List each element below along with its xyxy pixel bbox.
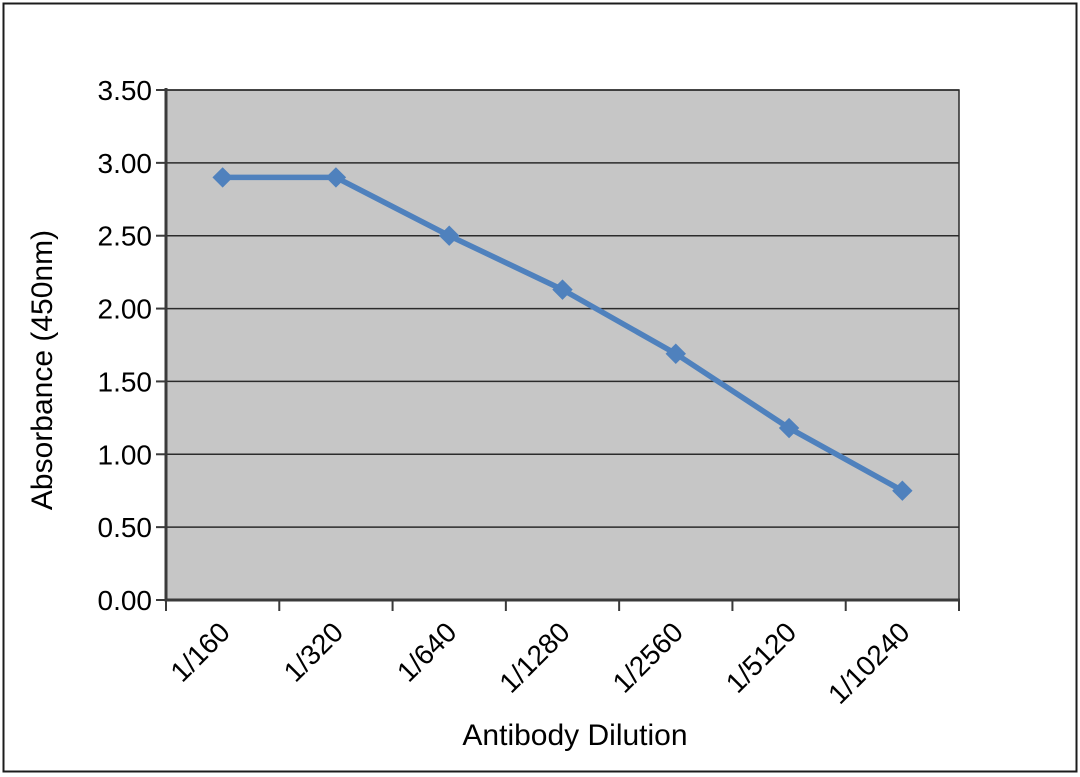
x-tick-label: 1/320	[278, 616, 349, 687]
series-group	[212, 167, 913, 501]
data-point	[212, 167, 233, 188]
y-tick-label: 0.00	[98, 585, 153, 616]
x-axis-title: Antibody Dilution	[462, 719, 687, 752]
x-tick-label: 1/640	[391, 616, 462, 687]
ticks-group	[156, 89, 960, 611]
y-tick-label: 1.00	[98, 439, 153, 470]
y-tick-label: 2.00	[98, 294, 153, 325]
data-point	[552, 279, 573, 300]
y-tick-label: 0.50	[98, 512, 153, 543]
data-point	[325, 167, 347, 188]
y-tick-label: 3.00	[98, 148, 153, 179]
y-axis-title: Absorbance (450nm)	[26, 230, 59, 510]
gridlines-group	[166, 89, 959, 528]
data-point	[665, 343, 686, 364]
y-tick-label: 2.50	[98, 221, 153, 252]
y-tick-label: 3.50	[98, 75, 153, 106]
data-point	[892, 480, 913, 501]
data-point	[778, 417, 800, 439]
x-tick-label: 1/5120	[720, 616, 802, 698]
plot-area	[165, 89, 960, 601]
x-tick-label: 1/1280	[493, 616, 575, 698]
x-tick-label: 1/2560	[607, 616, 689, 698]
x-tick-label: 1/10240	[822, 616, 915, 709]
axes-group	[164, 88, 960, 602]
x-tick-label: 1/160	[164, 616, 235, 687]
y-tick-label: 1.50	[98, 366, 153, 397]
data-point	[439, 225, 460, 246]
